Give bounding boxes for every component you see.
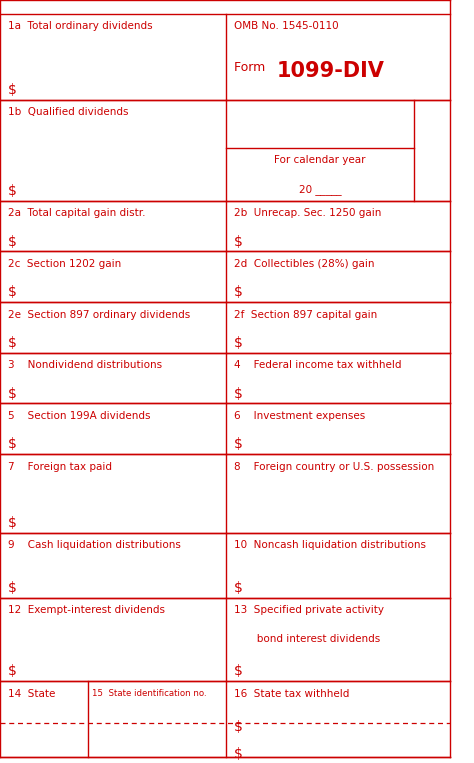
Text: $: $ <box>8 234 17 249</box>
Text: $: $ <box>234 437 243 452</box>
Text: 10  Noncash liquidation distributions: 10 Noncash liquidation distributions <box>234 540 426 550</box>
Text: bond interest dividends: bond interest dividends <box>234 634 380 644</box>
Text: 14  State: 14 State <box>8 689 55 699</box>
Text: 12  Exempt-interest dividends: 12 Exempt-interest dividends <box>8 605 165 616</box>
Text: 6    Investment expenses: 6 Investment expenses <box>234 411 365 421</box>
Text: 20 _____: 20 _____ <box>299 184 341 195</box>
Text: $: $ <box>8 516 17 530</box>
Text: $: $ <box>234 720 243 734</box>
Text: $: $ <box>8 387 17 401</box>
Text: 13  Specified private activity: 13 Specified private activity <box>234 605 384 616</box>
Text: OMB No. 1545-0110: OMB No. 1545-0110 <box>234 21 338 31</box>
Text: $: $ <box>8 83 17 97</box>
Text: 15  State identification no.: 15 State identification no. <box>92 689 207 697</box>
Text: 1a  Total ordinary dividends: 1a Total ordinary dividends <box>8 21 153 31</box>
Text: $: $ <box>234 665 243 678</box>
Text: 2a  Total capital gain distr.: 2a Total capital gain distr. <box>8 208 146 218</box>
Text: $: $ <box>234 285 243 299</box>
Text: For calendar year: For calendar year <box>274 155 366 165</box>
Text: $: $ <box>234 387 243 401</box>
Text: $: $ <box>8 285 17 299</box>
Text: Form: Form <box>234 60 269 73</box>
Text: 2d  Collectibles (28%) gain: 2d Collectibles (28%) gain <box>234 259 374 269</box>
Text: $: $ <box>8 581 17 595</box>
Text: 2c  Section 1202 gain: 2c Section 1202 gain <box>8 259 121 269</box>
Text: 3    Nondividend distributions: 3 Nondividend distributions <box>8 360 162 370</box>
Text: $: $ <box>8 437 17 452</box>
Text: $: $ <box>8 336 17 350</box>
Text: $: $ <box>234 336 243 350</box>
Text: 1099-DIV: 1099-DIV <box>277 60 385 81</box>
Text: 2b  Unrecap. Sec. 1250 gain: 2b Unrecap. Sec. 1250 gain <box>234 208 382 218</box>
Text: 1b  Qualified dividends: 1b Qualified dividends <box>8 108 128 118</box>
Text: 2e  Section 897 ordinary dividends: 2e Section 897 ordinary dividends <box>8 310 191 320</box>
Text: $: $ <box>234 747 243 761</box>
Text: 4    Federal income tax withheld: 4 Federal income tax withheld <box>234 360 401 370</box>
Text: $: $ <box>234 234 243 249</box>
Text: 5    Section 199A dividends: 5 Section 199A dividends <box>8 411 151 421</box>
Text: 9    Cash liquidation distributions: 9 Cash liquidation distributions <box>8 540 181 550</box>
Text: $: $ <box>8 184 17 198</box>
Text: $: $ <box>234 581 243 595</box>
Text: $: $ <box>8 665 17 678</box>
Text: 7    Foreign tax paid: 7 Foreign tax paid <box>8 462 112 472</box>
Text: 16  State tax withheld: 16 State tax withheld <box>234 689 349 699</box>
Text: 8    Foreign country or U.S. possession: 8 Foreign country or U.S. possession <box>234 462 434 472</box>
Text: 2f  Section 897 capital gain: 2f Section 897 capital gain <box>234 310 377 320</box>
